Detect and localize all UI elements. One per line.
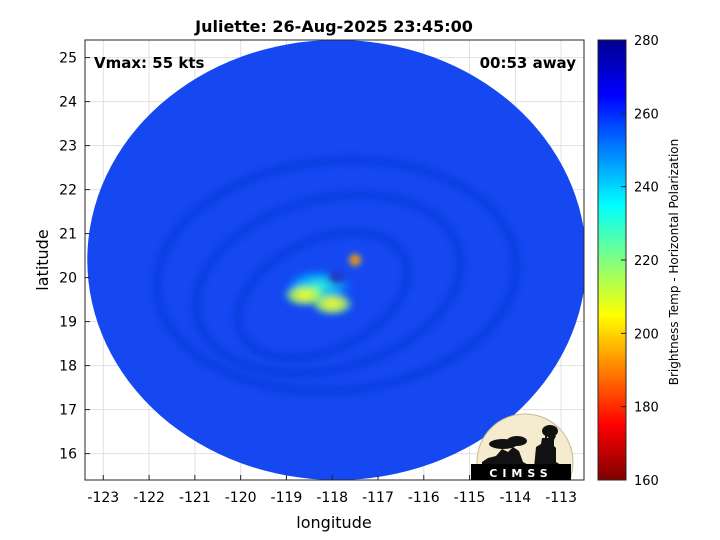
colorbar-tick-label: 260 xyxy=(634,107,659,122)
y-tick-label: 16 xyxy=(59,447,77,463)
deep-convection-feature xyxy=(282,283,327,308)
y-tick-label: 17 xyxy=(59,403,77,419)
colorbar-tick-label: 180 xyxy=(634,401,659,416)
colorbar-tick-label: 240 xyxy=(634,181,659,196)
y-tick-label: 18 xyxy=(59,359,77,375)
x-tick-label: -114 xyxy=(499,490,531,506)
colorbar-tick-label: 280 xyxy=(634,34,659,49)
x-axis-ticks: -123 -122 -121 -120 -119 -118 -117 -116 -115 -114… xyxy=(87,475,577,506)
spiral-band xyxy=(152,154,522,397)
y-tick-label: 20 xyxy=(59,271,77,287)
colorbar-ticks: 280 260 240 220 200 180 160 xyxy=(621,34,659,489)
vmax-annotation: Vmax: 55 kts xyxy=(94,54,204,72)
x-axis-label: longitude xyxy=(296,513,371,532)
colorbar-label: Brightness Temp - Horizontal Polarizatio… xyxy=(667,139,681,386)
y-tick-label: 23 xyxy=(59,139,77,155)
y-tick-label: 25 xyxy=(59,51,77,67)
colorbar-tick-label: 160 xyxy=(634,474,659,489)
brightness-temp-image xyxy=(87,40,584,480)
y-tick-label: 21 xyxy=(59,227,77,243)
y-tick-label: 19 xyxy=(59,315,77,331)
x-tick-label: -117 xyxy=(362,490,394,506)
time-away-annotation: 00:53 away xyxy=(480,54,577,72)
hot-spot-feature xyxy=(348,253,363,267)
chart-title: Juliette: 26-Aug-2025 23:45:00 xyxy=(194,17,473,36)
x-tick-label: -122 xyxy=(133,490,165,506)
x-tick-label: -119 xyxy=(271,490,303,506)
axes-box xyxy=(84,39,585,481)
spiral-band xyxy=(233,227,413,363)
y-axis-ticks: 25 24 23 22 21 20 19 18 17 16 xyxy=(59,51,90,463)
x-tick-label: -116 xyxy=(408,490,440,506)
cimss-logo: CIMSS xyxy=(471,413,574,480)
colorbar: 280 260 240 220 200 180 160 Brightness Temp - … xyxy=(597,34,681,489)
y-axis-label: latitude xyxy=(33,229,52,290)
eye-feature xyxy=(327,270,346,285)
x-tick-label: -120 xyxy=(225,490,257,506)
x-tick-label: -121 xyxy=(179,490,211,506)
x-tick-label: -113 xyxy=(545,490,577,506)
colorbar-tick-label: 200 xyxy=(634,327,659,342)
spiral-band xyxy=(190,189,466,379)
colorbar-tick-label: 220 xyxy=(634,254,659,269)
x-tick-label: -118 xyxy=(316,490,348,506)
x-tick-label: -123 xyxy=(87,490,119,506)
y-tick-label: 24 xyxy=(59,95,77,111)
y-tick-label: 22 xyxy=(59,183,77,199)
x-tick-label: -115 xyxy=(454,490,486,506)
logo-text: CIMSS xyxy=(489,467,552,480)
